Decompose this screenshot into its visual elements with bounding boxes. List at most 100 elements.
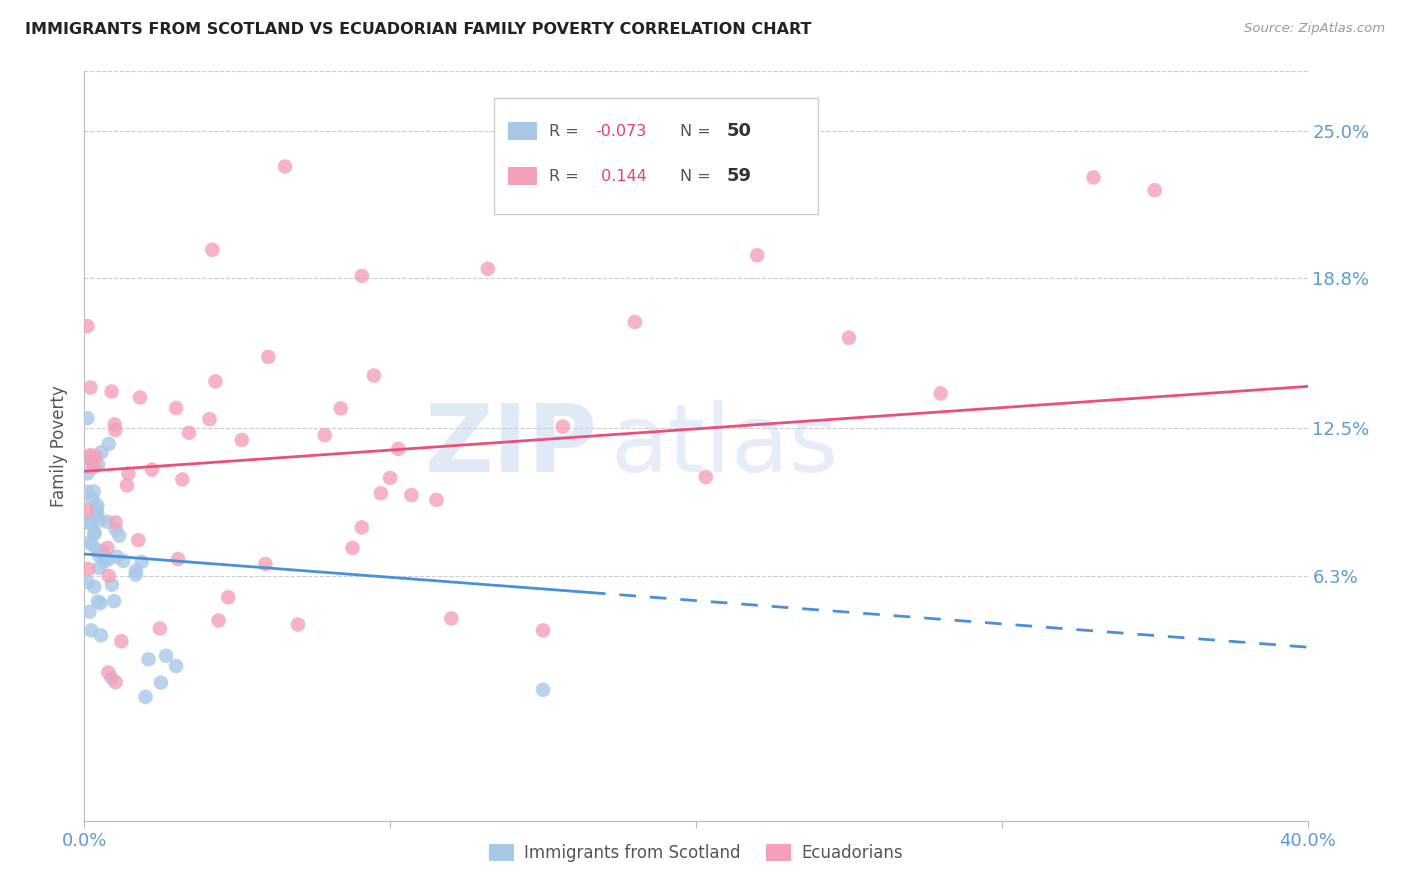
Point bbox=[1143, 183, 1166, 197]
Point bbox=[127, 533, 149, 548]
Point bbox=[76, 503, 98, 517]
Point bbox=[138, 652, 160, 666]
Point bbox=[83, 484, 105, 499]
Point bbox=[83, 460, 105, 475]
Point bbox=[76, 484, 98, 499]
Point bbox=[131, 555, 153, 569]
Point bbox=[79, 605, 101, 619]
Point bbox=[401, 488, 423, 502]
Point bbox=[149, 675, 172, 690]
Point bbox=[350, 520, 373, 534]
Point bbox=[172, 473, 194, 487]
Point bbox=[207, 614, 229, 628]
Point bbox=[108, 529, 131, 543]
Point bbox=[104, 523, 127, 537]
Point bbox=[1083, 170, 1105, 185]
Point bbox=[363, 368, 385, 383]
Point bbox=[83, 580, 105, 594]
Text: N =: N = bbox=[681, 124, 716, 139]
Point bbox=[314, 428, 336, 442]
Point bbox=[87, 594, 110, 608]
Point bbox=[87, 548, 110, 562]
Point bbox=[100, 384, 122, 399]
Point bbox=[104, 423, 127, 437]
Point bbox=[80, 624, 103, 638]
Text: 50: 50 bbox=[727, 122, 752, 140]
Text: Source: ZipAtlas.com: Source: ZipAtlas.com bbox=[1244, 22, 1385, 36]
Point bbox=[90, 445, 112, 459]
Point bbox=[125, 564, 148, 578]
Point bbox=[77, 562, 100, 576]
Point bbox=[83, 525, 105, 540]
Point bbox=[329, 401, 352, 416]
Point bbox=[387, 442, 409, 456]
Point bbox=[90, 628, 112, 642]
Point bbox=[167, 552, 190, 566]
Point bbox=[274, 160, 297, 174]
Point bbox=[76, 411, 98, 425]
Point bbox=[380, 471, 402, 485]
Point bbox=[76, 319, 98, 334]
Point bbox=[89, 596, 111, 610]
Point bbox=[929, 386, 952, 401]
Point bbox=[97, 552, 120, 566]
Point bbox=[177, 425, 200, 440]
Point bbox=[76, 467, 98, 481]
Point bbox=[84, 449, 107, 463]
Text: -0.073: -0.073 bbox=[596, 124, 647, 139]
Point bbox=[135, 690, 157, 704]
FancyBboxPatch shape bbox=[508, 168, 537, 186]
Point bbox=[838, 331, 860, 345]
Point bbox=[86, 502, 108, 516]
Point bbox=[76, 516, 98, 530]
Text: N =: N = bbox=[681, 169, 716, 184]
Text: R =: R = bbox=[550, 124, 583, 139]
Point bbox=[254, 557, 277, 571]
Point bbox=[531, 682, 554, 697]
Text: ZIP: ZIP bbox=[425, 400, 598, 492]
Point bbox=[96, 515, 118, 529]
Point bbox=[83, 452, 105, 467]
Point bbox=[141, 462, 163, 476]
Point bbox=[83, 526, 105, 541]
Point bbox=[76, 575, 98, 590]
Point bbox=[129, 391, 152, 405]
Point bbox=[82, 492, 104, 507]
Text: 59: 59 bbox=[727, 168, 752, 186]
Point bbox=[97, 569, 120, 583]
Point bbox=[96, 541, 118, 555]
Point bbox=[201, 243, 224, 257]
Point bbox=[370, 486, 392, 500]
Point bbox=[551, 419, 574, 434]
Point bbox=[149, 622, 172, 636]
Point bbox=[79, 380, 101, 394]
Point bbox=[91, 545, 114, 559]
Point bbox=[77, 451, 100, 466]
Point bbox=[198, 412, 221, 426]
Point bbox=[80, 537, 103, 551]
Point bbox=[425, 492, 447, 507]
Point bbox=[80, 456, 103, 470]
Point bbox=[155, 648, 177, 663]
Point bbox=[104, 675, 127, 690]
Point bbox=[100, 671, 122, 685]
Point bbox=[79, 535, 101, 549]
Point bbox=[104, 516, 127, 530]
Point bbox=[117, 467, 139, 481]
Point bbox=[112, 554, 135, 568]
Point bbox=[115, 478, 138, 492]
Point bbox=[89, 513, 111, 527]
Point bbox=[531, 624, 554, 638]
Point bbox=[105, 549, 128, 564]
Point bbox=[79, 448, 101, 462]
Point bbox=[86, 543, 108, 558]
Text: 0.144: 0.144 bbox=[596, 169, 647, 184]
Point bbox=[89, 561, 111, 575]
FancyBboxPatch shape bbox=[508, 122, 537, 140]
Point bbox=[217, 591, 239, 605]
Point bbox=[477, 261, 499, 276]
Point bbox=[110, 634, 132, 648]
Point bbox=[695, 470, 717, 484]
Y-axis label: Family Poverty: Family Poverty bbox=[51, 385, 69, 507]
Point bbox=[204, 375, 226, 389]
